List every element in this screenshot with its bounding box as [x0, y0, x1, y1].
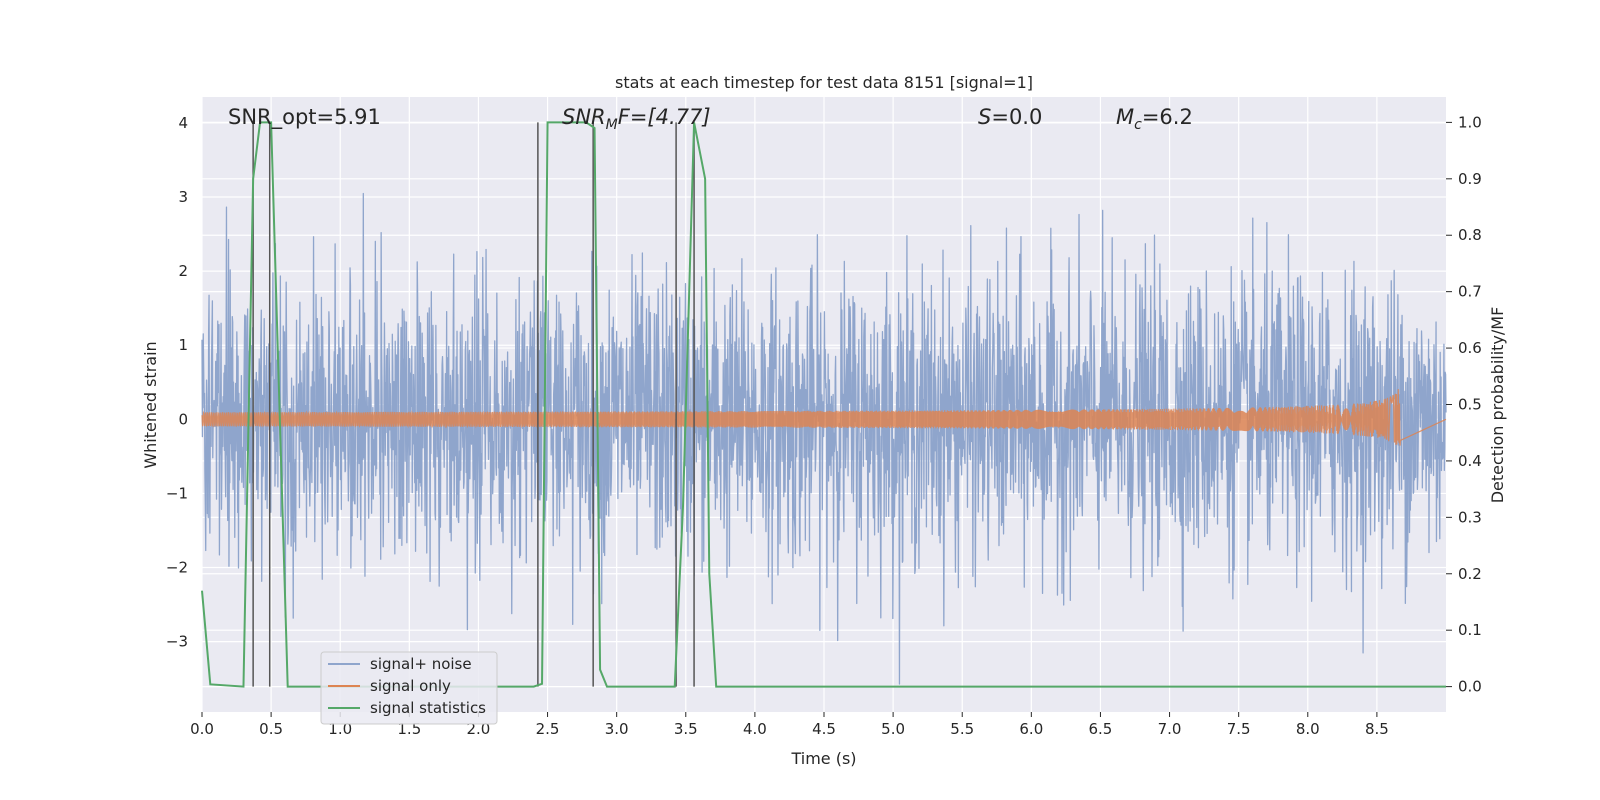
y-right-tick-label: 0.8 [1458, 226, 1482, 244]
y-right-tick-label: 0.2 [1458, 565, 1482, 583]
y-right-tick-label: 0.0 [1458, 678, 1482, 696]
snr-mf-main: SNR [562, 105, 606, 129]
signal-line [201, 389, 1447, 446]
snr-mf-sub: M [606, 117, 618, 133]
y-tick-label: 0 [178, 410, 188, 428]
y-right-tick-label: 0.9 [1458, 170, 1482, 188]
y-right-axis-label: Detection probability/MF [1488, 307, 1507, 504]
y-tick-label: 1 [178, 336, 188, 354]
y-tick-label: 2 [178, 262, 188, 280]
annotation-s: S=0.0 [978, 105, 1042, 129]
x-tick-label: 7.5 [1227, 720, 1251, 738]
axes: 0.0 0.5 1.0 1.5 2.0 2.5 3.0 3.5 4.0 4.5 5.0 5.5 6.0 6… [166, 113, 1482, 738]
annotation-snr-mf: SNRMF=[4.77] [562, 105, 711, 133]
legend-label-signal: signal only [370, 677, 451, 695]
annotation-mc: Mc=6.2 [1116, 105, 1193, 133]
x-tick-label: 4.5 [812, 720, 836, 738]
y-tick-label: −1 [166, 484, 188, 502]
x-tick-label: 0.0 [190, 720, 214, 738]
noise-line [201, 192, 1447, 685]
y-tick-label: −3 [166, 633, 188, 651]
y-right-tick-label: 0.5 [1458, 396, 1482, 414]
x-tick-label: 3.5 [674, 720, 698, 738]
y-tick-label: 4 [178, 114, 188, 132]
y-axis-label: Whitened strain [141, 341, 160, 468]
stats-line [201, 121, 1446, 688]
mc-label: M [1116, 105, 1134, 129]
y-right-tick-label: 0.3 [1458, 508, 1482, 526]
chart-title: stats at each timestep for test data 815… [615, 73, 1033, 92]
x-axis-label: Time (s) [790, 749, 856, 768]
x-tick-label: 0.5 [259, 720, 283, 738]
series-signal-noise [201, 192, 1447, 685]
x-tick-label: 5.0 [881, 720, 905, 738]
y-right-tick-label: 0.4 [1458, 452, 1482, 470]
series-signal-statistics [201, 121, 1446, 688]
y-right-tick-label: 1.0 [1458, 113, 1482, 131]
y-tick-label: −2 [166, 559, 188, 577]
x-tick-label: 4.0 [743, 720, 767, 738]
y-right-tick-label: 0.6 [1458, 339, 1482, 357]
annotation-snr-opt: SNR_opt=5.91 [228, 105, 381, 130]
x-tick-label: 2.5 [536, 720, 560, 738]
legend-label-stats: signal statistics [370, 699, 486, 717]
x-tick-label: 7.0 [1158, 720, 1182, 738]
x-tick-label: 8.5 [1365, 720, 1389, 738]
s-value: =0.0 [991, 105, 1042, 129]
snr-mf-rest: F=[4.77] [618, 105, 711, 129]
y-right-tick-label: 0.7 [1458, 283, 1482, 301]
series-signal-only [201, 389, 1447, 446]
x-tick-label: 8.0 [1296, 720, 1320, 738]
legend-box [320, 651, 498, 725]
x-tick-label: 6.5 [1089, 720, 1113, 738]
x-tick-label: 6.0 [1019, 720, 1043, 738]
legend-label-noise: signal+ noise [370, 655, 472, 673]
x-tick-label: 5.5 [950, 720, 974, 738]
s-label: S [978, 105, 991, 129]
mc-value: =6.2 [1142, 105, 1193, 129]
x-tick-label: 3.0 [605, 720, 629, 738]
mc-sub: c [1134, 117, 1142, 133]
y-right-tick-label: 0.1 [1458, 621, 1482, 639]
legend: signal+ noise signal only signal statist… [320, 651, 498, 725]
y-tick-label: 3 [178, 188, 188, 206]
